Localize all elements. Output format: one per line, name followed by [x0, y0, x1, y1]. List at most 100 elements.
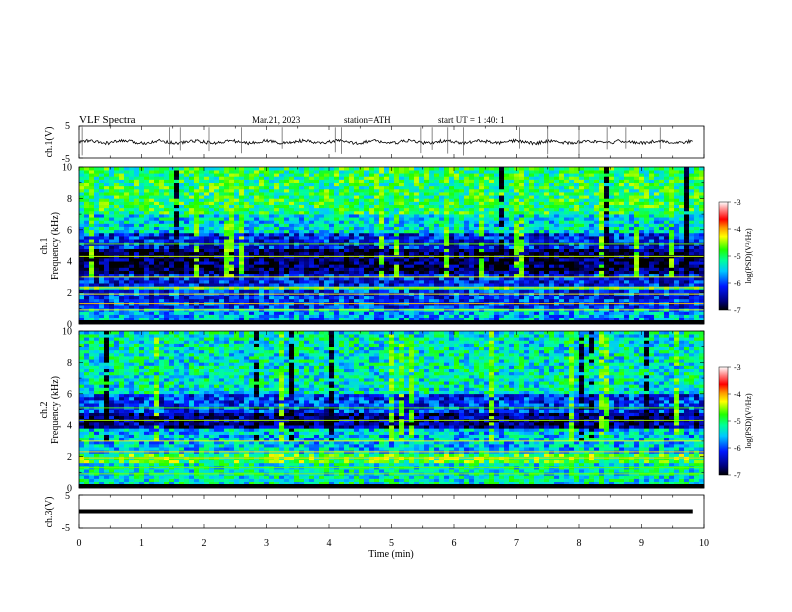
spectrogram-cell	[699, 317, 705, 322]
spectrogram-cell	[259, 295, 265, 300]
spectrogram-cell	[304, 226, 310, 231]
spectrogram-cell	[584, 245, 590, 249]
spectrogram-cell	[694, 210, 700, 215]
spectrogram-cell	[574, 317, 580, 322]
spectrogram-cell	[119, 223, 125, 227]
spectrogram-cell	[164, 314, 170, 319]
spectrogram-cell	[139, 207, 145, 212]
spectrogram-cell	[529, 270, 535, 275]
spectrogram-cell	[234, 258, 240, 262]
spectrogram-cell	[389, 317, 395, 322]
spectrogram-cell	[409, 261, 415, 265]
spectrogram-cell	[574, 305, 580, 309]
spectrogram-cell	[164, 311, 170, 315]
spectrogram-cell	[94, 298, 100, 303]
spectrogram-cell	[79, 305, 85, 309]
spectrogram-cell	[624, 236, 630, 240]
spectrogram-cell	[519, 261, 525, 265]
spectrogram-cell	[179, 267, 185, 271]
spectrogram-cell	[394, 314, 400, 319]
spectrogram-cell	[684, 276, 690, 281]
spectrogram-cell	[389, 264, 395, 268]
spectrogram-cell	[239, 210, 245, 215]
spectrogram-cell	[334, 305, 340, 309]
spectrogram-cell	[484, 311, 490, 315]
spectrogram-cell	[314, 305, 320, 309]
spectrogram-cell	[564, 204, 570, 209]
spectrogram-cell	[329, 264, 335, 268]
spectrogram-cell	[679, 239, 685, 243]
spectrogram-cell	[164, 217, 170, 221]
spectrogram-cell	[524, 245, 530, 249]
spectrogram-cell	[214, 273, 220, 278]
spectrogram-cell	[274, 232, 280, 237]
spectrogram-cell	[169, 289, 175, 293]
spectrogram-cell	[654, 267, 660, 271]
spectrogram-cell	[554, 248, 560, 253]
spectrogram-cell	[574, 214, 580, 218]
spectrogram-cell	[144, 239, 150, 243]
spectrogram-cell	[404, 248, 410, 253]
spectrogram-cell	[544, 295, 550, 300]
spectrogram-cell	[594, 298, 600, 303]
spectrogram-cell	[244, 214, 250, 218]
spectrogram-cell	[334, 201, 340, 205]
spectrogram-cell	[229, 264, 235, 268]
spectrogram-cell	[279, 289, 285, 293]
spectrogram-cell	[194, 198, 200, 202]
spectrogram-cell	[234, 217, 240, 221]
spectrogram-cell	[199, 314, 205, 319]
spectrogram-cell	[519, 283, 525, 287]
spectrogram-cell	[614, 236, 620, 240]
spectrogram-cell	[634, 217, 640, 221]
spectrogram-cell	[324, 217, 330, 221]
spectrogram-cell	[354, 314, 360, 319]
spectrogram-cell	[254, 204, 260, 209]
spectrogram-cell	[689, 239, 695, 243]
spectrogram-cell	[619, 264, 625, 268]
spectrogram-cell	[529, 210, 535, 215]
spectrogram-cell	[319, 283, 325, 287]
spectrogram-cell	[274, 270, 280, 275]
spectrogram-cell	[124, 289, 130, 293]
spectrogram-cell	[169, 283, 175, 287]
spectrogram-cell	[364, 232, 370, 237]
spectrogram-cell	[149, 264, 155, 268]
spectrogram-cell	[389, 261, 395, 265]
spectrogram-cell	[169, 245, 175, 249]
spectrogram-cell	[694, 298, 700, 303]
spectrogram-cell	[574, 261, 580, 265]
spectrogram-cell	[439, 229, 445, 234]
spectrogram-cell	[459, 207, 465, 212]
spectrogram-cell	[229, 210, 235, 215]
spectrogram-cell	[319, 210, 325, 215]
spectrogram-cell	[344, 289, 350, 293]
spectrogram-cell	[149, 214, 155, 218]
spectrogram-cell	[119, 317, 125, 322]
spectrogram-cell	[499, 248, 505, 253]
spectrogram-cell	[544, 283, 550, 287]
spectrogram-cell	[79, 273, 85, 278]
spectrogram-cell	[324, 317, 330, 322]
spectrogram-cell	[349, 295, 355, 300]
spectrogram-cell	[139, 214, 145, 218]
spectrogram-cell	[514, 232, 520, 237]
spectrogram-cell	[634, 207, 640, 212]
spectrogram-cell	[564, 236, 570, 240]
spectrogram-cell	[359, 220, 365, 224]
spectrogram-cell	[194, 305, 200, 309]
spectrogram-cell	[399, 239, 405, 243]
spectrogram-cell	[184, 245, 190, 249]
spectrogram-cell	[389, 204, 395, 209]
spectrogram-cell	[489, 314, 495, 319]
spectrogram-cell	[524, 295, 530, 300]
spectrogram-cell	[129, 204, 135, 209]
spectrogram-cell	[539, 229, 545, 234]
spectrogram-cell	[149, 305, 155, 309]
spectrogram-cell	[284, 270, 290, 275]
spectrogram-cell	[474, 210, 480, 215]
spectrogram-cell	[304, 236, 310, 240]
spectrogram-cell	[599, 248, 605, 253]
spectrogram-cell	[489, 270, 495, 275]
spectrogram-cell	[679, 245, 685, 249]
